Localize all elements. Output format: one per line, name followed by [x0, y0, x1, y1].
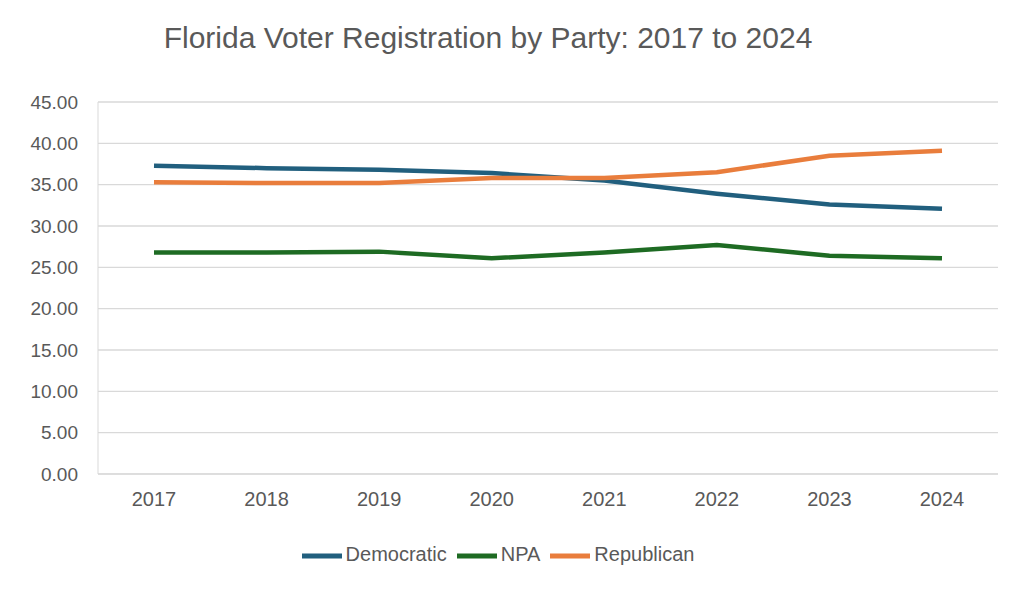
html-text:Florida Voter Registration by: Florida Voter Registration by Party: 201… [163, 21, 813, 54]
svg-text:40.00: 40.00 [30, 133, 78, 154]
svg-text:2019: 2019 [357, 488, 402, 510]
html-text:Democratic: Democratic [345, 543, 447, 566]
svg-text:2020: 2020 [469, 488, 514, 510]
svg-text:35.00: 35.00 [30, 174, 78, 195]
svg-text:2017: 2017 [132, 488, 177, 510]
svg-text:15.00: 15.00 [30, 340, 78, 361]
svg-text:25.00: 25.00 [30, 257, 78, 278]
svg-text:2018: 2018 [244, 488, 289, 510]
svg-text:30.00: 30.00 [30, 216, 78, 237]
html-text:NPA: NPA [500, 543, 541, 566]
svg-text:0.00: 0.00 [41, 464, 78, 485]
html-text:Republican: Republican [594, 543, 695, 566]
svg-text:2022: 2022 [695, 488, 740, 510]
svg-text:10.00: 10.00 [30, 381, 78, 402]
svg-text:2024: 2024 [920, 488, 965, 510]
svg-text:2021: 2021 [582, 488, 627, 510]
svg-text:20.00: 20.00 [30, 298, 78, 319]
svg-text:5.00: 5.00 [41, 422, 78, 443]
svg-text:45.00: 45.00 [30, 92, 78, 113]
svg-text:2023: 2023 [807, 488, 852, 510]
